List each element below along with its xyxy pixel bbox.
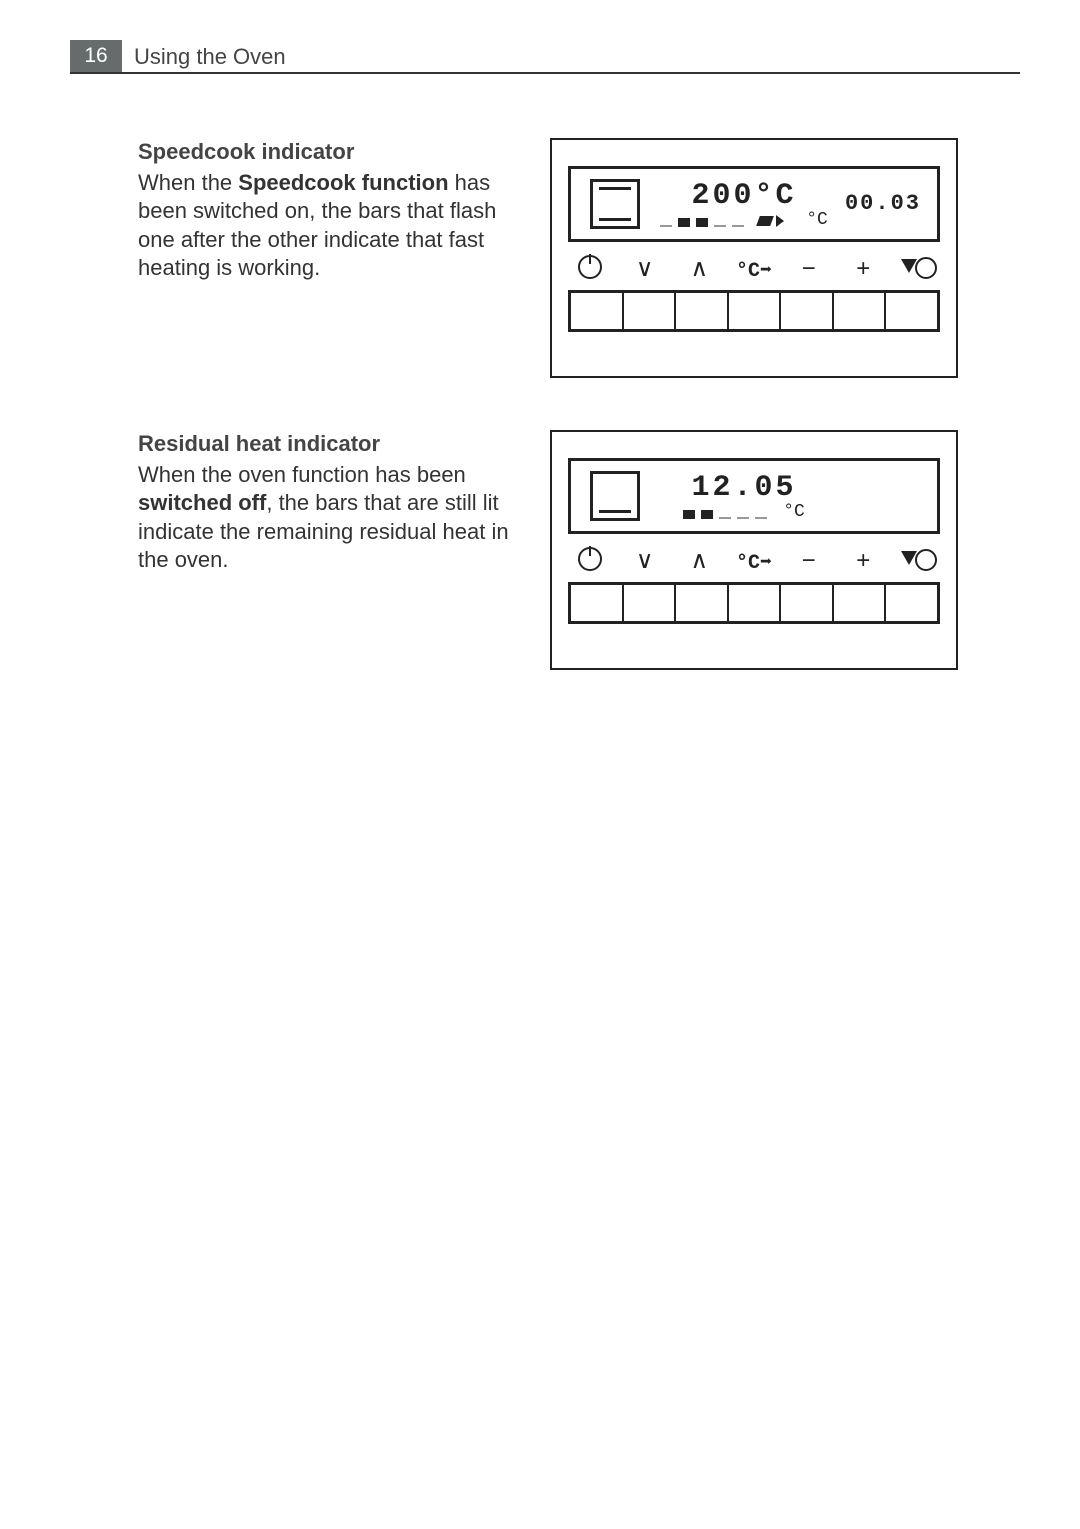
oven-control-panel: 12.05°C ∨ ∧ °C➡−+ <box>550 430 958 670</box>
heat-bar <box>714 223 726 227</box>
heat-bar <box>660 223 672 227</box>
heat-bar <box>732 223 744 227</box>
section-heading: Residual heat indicator <box>138 430 520 459</box>
section-body: When the Speedcook function has been swi… <box>138 169 520 283</box>
blank-mode-icon <box>590 471 640 521</box>
fast-heat-icon: °C➡ <box>732 549 776 574</box>
timer-icon <box>896 547 940 576</box>
panel-button[interactable] <box>729 585 782 621</box>
minus-icon: − <box>787 549 831 573</box>
heat-bars: °C <box>660 213 828 227</box>
panel-button[interactable] <box>624 293 677 329</box>
lcd-display: 12.05°C <box>568 458 940 534</box>
panel-button[interactable] <box>886 585 937 621</box>
power-icon <box>568 547 612 576</box>
mode-cell <box>571 461 659 531</box>
button-symbol-row: ∨ ∧ °C➡−+ <box>568 544 940 578</box>
manual-page: 16 Using the Oven Speedcook indicatorWhe… <box>0 0 1080 1529</box>
heat-bar <box>737 515 749 519</box>
panel-button[interactable] <box>571 293 624 329</box>
main-readout: 12.05 <box>691 473 796 503</box>
down-icon: ∨ <box>623 549 667 573</box>
body-bold-span: Speedcook function <box>238 170 448 195</box>
panel-button[interactable] <box>676 293 729 329</box>
main-readout-cell: 200°C °C <box>659 169 829 239</box>
panel-button[interactable] <box>781 293 834 329</box>
page-number-tab: 16 <box>70 40 122 72</box>
panel-button[interactable] <box>781 585 834 621</box>
heat-bars: °C <box>683 505 805 519</box>
speedcook-arrow-icon <box>758 216 782 226</box>
up-icon: ∧ <box>677 549 721 573</box>
fast-heat-icon: °C➡ <box>732 257 776 282</box>
heat-bar <box>696 218 708 227</box>
panel-button[interactable] <box>834 293 887 329</box>
section-text: Speedcook indicatorWhen the Speedcook fu… <box>70 138 520 283</box>
aux-readout-cell <box>829 461 937 531</box>
main-readout: 200°C <box>691 181 796 211</box>
heat-bar <box>678 218 690 227</box>
button-strip <box>568 290 940 332</box>
button-strip <box>568 582 940 624</box>
heat-bar <box>683 510 695 519</box>
panel-button[interactable] <box>886 293 937 329</box>
body-span: When the <box>138 170 238 195</box>
minus-icon: − <box>787 257 831 281</box>
lcd-display: 200°C °C 00.03 <box>568 166 940 242</box>
oven-control-panel: 200°C °C 00.03 ∨ ∧ °C➡−+ <box>550 138 958 378</box>
aux-readout: 00.03 <box>845 193 921 215</box>
section-block: Speedcook indicatorWhen the Speedcook fu… <box>70 138 1020 378</box>
header-rule <box>70 72 1020 74</box>
timer-icon <box>896 255 940 284</box>
panel-button[interactable] <box>729 293 782 329</box>
power-icon <box>568 255 612 284</box>
button-symbol-row: ∨ ∧ °C➡−+ <box>568 252 940 286</box>
aux-readout-cell: 00.03 <box>829 169 937 239</box>
panel-button[interactable] <box>624 585 677 621</box>
body-bold-span: switched off <box>138 490 266 515</box>
plus-icon: + <box>841 549 885 573</box>
heat-bar <box>755 515 767 519</box>
heat-bar <box>701 510 713 519</box>
bars-unit-label: °C <box>806 211 828 229</box>
main-readout-cell: 12.05°C <box>659 461 829 531</box>
mode-cell <box>571 169 659 239</box>
content-blocks: Speedcook indicatorWhen the Speedcook fu… <box>70 138 1020 670</box>
plus-icon: + <box>841 257 885 281</box>
heat-bar <box>719 515 731 519</box>
bars-unit-label: °C <box>783 503 805 521</box>
section-heading: Speedcook indicator <box>138 138 520 167</box>
panel-figure: 12.05°C ∨ ∧ °C➡−+ <box>550 430 958 670</box>
body-span: When the oven function has been <box>138 462 466 487</box>
conventional-heat-icon <box>590 179 640 229</box>
panel-figure: 200°C °C 00.03 ∨ ∧ °C➡−+ <box>550 138 958 378</box>
page-header: 16 Using the Oven <box>70 40 1020 80</box>
panel-button[interactable] <box>676 585 729 621</box>
up-icon: ∧ <box>677 257 721 281</box>
panel-button[interactable] <box>834 585 887 621</box>
down-icon: ∨ <box>623 257 667 281</box>
panel-button[interactable] <box>571 585 624 621</box>
section-body: When the oven function has been switched… <box>138 461 520 575</box>
section-block: Residual heat indicatorWhen the oven fun… <box>70 430 1020 670</box>
section-text: Residual heat indicatorWhen the oven fun… <box>70 430 520 575</box>
section-title: Using the Oven <box>134 44 286 70</box>
